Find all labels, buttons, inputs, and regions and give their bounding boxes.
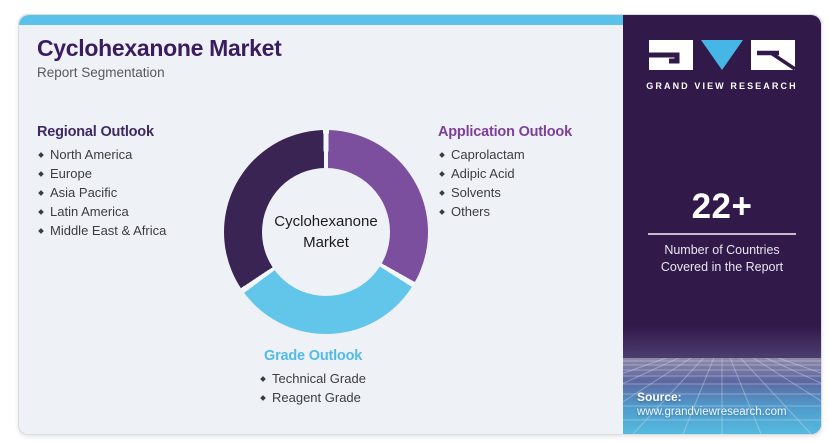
grade-outlook-title: Grade Outlook [264,348,363,364]
list-item: North America [37,145,166,164]
bullet-icon [439,170,445,177]
donut-center-label-line1: Cyclohexanone [274,213,378,230]
brand-sidebar: GRAND VIEW RESEARCH 22+ Number of Countr… [623,15,821,434]
regional-outlook-section: Regional Outlook North America Europe Asia… [37,124,166,240]
list-item-label: Solvents [451,185,501,200]
infographic-card: Cyclohexanone Market Report Segmentation… [18,14,822,435]
bullet-icon [38,208,44,215]
bullet-icon [38,227,44,234]
application-outlook-title: Application Outlook [438,124,572,140]
list-item: Others [438,202,572,221]
countries-stat-block: 22+ Number of Countries Covered in the R… [623,187,821,276]
list-item-label: Europe [50,166,92,181]
brand-name: GRAND VIEW RESEARCH [646,81,798,91]
stat-caption-line2: Covered in the Report [660,260,784,274]
list-item: Solvents [438,183,572,202]
list-item: Technical Grade [259,369,366,388]
list-item-label: Asia Pacific [50,185,118,200]
page-title: Cyclohexanone Market [37,35,282,61]
bullet-icon [260,375,266,382]
list-item: Reagent Grade [259,388,366,407]
stat-value: 22+ [691,187,753,226]
wireframe-grid-decoration [623,358,821,434]
source-block: Source: www.grandviewresearch.com [637,389,787,420]
list-item-label: Middle East & Africa [50,223,167,238]
bullet-icon [38,189,44,196]
stat-divider [648,233,796,235]
gvr-logo-icon [649,40,796,71]
list-item: Asia Pacific [37,183,166,202]
list-item-label: Latin America [50,204,129,219]
regional-outlook-title: Regional Outlook [37,124,154,140]
regional-outlook-list: North America Europe Asia Pacific Latin Ame… [37,145,166,240]
list-item-label: Adipic Acid [451,166,515,181]
grade-outlook-section: Grade Outlook Technical Grade Reagent Gra… [259,348,366,407]
page-subtitle: Report Segmentation [37,65,165,80]
source-footer: Source: www.grandviewresearch.com [623,358,821,434]
list-item-label: North America [50,147,133,162]
application-outlook-list: Caprolactam Adipic Acid Solvents Others [438,145,572,221]
list-item: Middle East & Africa [37,221,166,240]
grade-outlook-list: Technical Grade Reagent Grade [259,369,366,407]
application-outlook-section: Application Outlook Caprolactam Adipic Ac… [438,124,572,221]
list-item-label: Caprolactam [451,147,525,162]
donut-center: Cyclohexanone Market [262,168,390,296]
donut-center-label-line2: Market [303,234,349,251]
bullet-icon [38,151,44,158]
bullet-icon [439,151,445,158]
source-url-link[interactable]: www.grandviewresearch.com [637,406,787,418]
bullet-icon [260,394,266,401]
donut-chart: Cyclohexanone Market [224,130,428,334]
bullet-icon [38,170,44,177]
list-item: Europe [37,164,166,183]
top-accent-bar [19,15,623,25]
list-item: Caprolactam [438,145,572,164]
list-item: Latin America [37,202,166,221]
brand-logo-block: GRAND VIEW RESEARCH [623,39,821,91]
source-label: Source: [637,390,682,404]
list-item-label: Others [451,204,491,219]
bullet-icon [439,208,445,215]
list-item-label: Reagent Grade [272,390,361,405]
stat-caption-line1: Number of Countries [664,243,780,257]
bullet-icon [439,189,445,196]
list-item-label: Technical Grade [272,371,366,386]
list-item: Adipic Acid [438,164,572,183]
